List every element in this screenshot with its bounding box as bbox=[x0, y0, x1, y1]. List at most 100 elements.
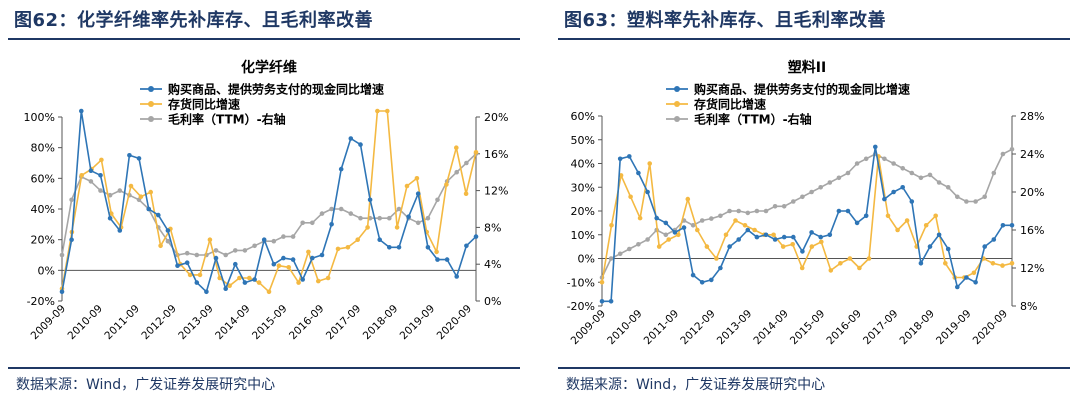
data-point bbox=[166, 228, 171, 233]
data-point bbox=[1010, 147, 1015, 152]
x-tick-label: 2020-09 bbox=[435, 303, 475, 343]
data-point bbox=[867, 256, 872, 261]
data-point bbox=[214, 256, 219, 261]
legend-marker bbox=[148, 86, 154, 92]
data-point bbox=[955, 285, 960, 290]
data-point bbox=[891, 190, 896, 195]
data-point bbox=[755, 235, 760, 240]
data-point bbox=[810, 244, 815, 249]
data-point bbox=[416, 191, 421, 196]
data-point bbox=[233, 248, 238, 253]
data-point bbox=[286, 265, 291, 270]
legend-marker bbox=[148, 101, 154, 107]
header-rule bbox=[558, 38, 1070, 40]
data-point bbox=[718, 266, 723, 271]
data-point bbox=[198, 273, 203, 278]
y-left-tick-label: 0% bbox=[578, 253, 595, 266]
data-point bbox=[464, 191, 469, 196]
data-point bbox=[148, 190, 153, 195]
data-point bbox=[933, 214, 938, 219]
chart-chemical-fiber: 化学纤维 -20% 0% 20% 40% 60% 80% 100% 0% 4% 8% 12% 16% 20… bbox=[0, 44, 525, 364]
data-point bbox=[358, 216, 363, 221]
x-tick-label: 2015-09 bbox=[250, 303, 290, 343]
source-note: 数据来源：Wind，广发证券发展研究中心 bbox=[16, 374, 275, 394]
y-right-tick-label: 20% bbox=[484, 111, 508, 124]
data-point bbox=[691, 273, 696, 278]
data-point bbox=[752, 228, 757, 233]
data-point bbox=[736, 237, 741, 242]
data-point bbox=[700, 280, 705, 285]
data-point bbox=[654, 216, 659, 221]
data-point bbox=[291, 234, 296, 239]
data-point bbox=[195, 280, 200, 285]
x-tick-label: 2009-09 bbox=[569, 308, 609, 348]
data-point bbox=[166, 239, 171, 244]
data-point bbox=[771, 233, 776, 238]
data-point bbox=[910, 199, 915, 204]
data-point bbox=[464, 244, 469, 249]
data-point bbox=[724, 233, 729, 238]
data-point bbox=[99, 158, 104, 163]
data-point bbox=[636, 171, 641, 176]
x-tick-label: 2014-09 bbox=[213, 303, 253, 343]
x-tick-label: 2020-09 bbox=[971, 308, 1011, 348]
data-point bbox=[223, 286, 228, 291]
data-point bbox=[98, 188, 103, 193]
series-line bbox=[602, 147, 1012, 301]
data-point bbox=[900, 185, 905, 190]
data-point bbox=[746, 228, 751, 233]
data-point bbox=[454, 145, 459, 150]
data-point bbox=[320, 211, 325, 216]
data-point bbox=[709, 278, 714, 283]
data-point bbox=[736, 209, 741, 214]
data-point bbox=[972, 271, 977, 276]
data-point bbox=[848, 256, 853, 261]
y-right-tick-label: 12% bbox=[1020, 262, 1044, 275]
x-tick-label: 2014-09 bbox=[751, 308, 791, 348]
series-line bbox=[602, 156, 1012, 282]
y-left-tick-label: 60% bbox=[31, 172, 55, 185]
data-point bbox=[857, 266, 862, 271]
data-point bbox=[973, 280, 978, 285]
x-tick-label: 2011-09 bbox=[642, 308, 682, 348]
data-point bbox=[272, 239, 277, 244]
data-point bbox=[306, 250, 311, 255]
data-point bbox=[647, 161, 652, 166]
data-point bbox=[818, 235, 823, 240]
data-point bbox=[955, 195, 960, 200]
data-point bbox=[272, 262, 277, 267]
data-point bbox=[129, 184, 134, 189]
chart-title: 塑料II bbox=[788, 59, 826, 76]
data-point bbox=[300, 277, 305, 282]
data-point bbox=[905, 218, 910, 223]
y-left-tick-label: 10% bbox=[571, 229, 595, 242]
data-point bbox=[454, 170, 459, 175]
data-point bbox=[609, 256, 614, 261]
data-point bbox=[247, 276, 252, 281]
y-left-tick-label: 20% bbox=[571, 205, 595, 218]
data-point bbox=[310, 256, 315, 261]
data-point bbox=[375, 109, 380, 114]
data-point bbox=[108, 216, 113, 221]
data-point bbox=[709, 216, 714, 221]
x-tick-label: 2010-09 bbox=[66, 303, 106, 343]
data-point bbox=[873, 145, 878, 150]
data-point bbox=[326, 276, 331, 281]
data-point bbox=[349, 136, 354, 141]
data-point bbox=[727, 209, 732, 214]
data-point bbox=[69, 237, 74, 242]
data-point bbox=[387, 245, 392, 250]
data-point bbox=[89, 168, 94, 173]
data-point bbox=[695, 228, 700, 233]
data-point bbox=[946, 185, 951, 190]
data-point bbox=[600, 280, 605, 285]
data-point bbox=[156, 213, 161, 218]
data-point bbox=[937, 233, 942, 238]
figure-title: 图62：化学纤维率先补库存、且毛利率改善 bbox=[14, 6, 373, 32]
data-point bbox=[79, 173, 84, 178]
y-left-tick-label: 100% bbox=[24, 111, 55, 124]
x-tick-label: 2012-09 bbox=[139, 303, 179, 343]
data-point bbox=[782, 204, 787, 209]
data-point bbox=[300, 221, 305, 226]
data-point bbox=[886, 214, 891, 219]
